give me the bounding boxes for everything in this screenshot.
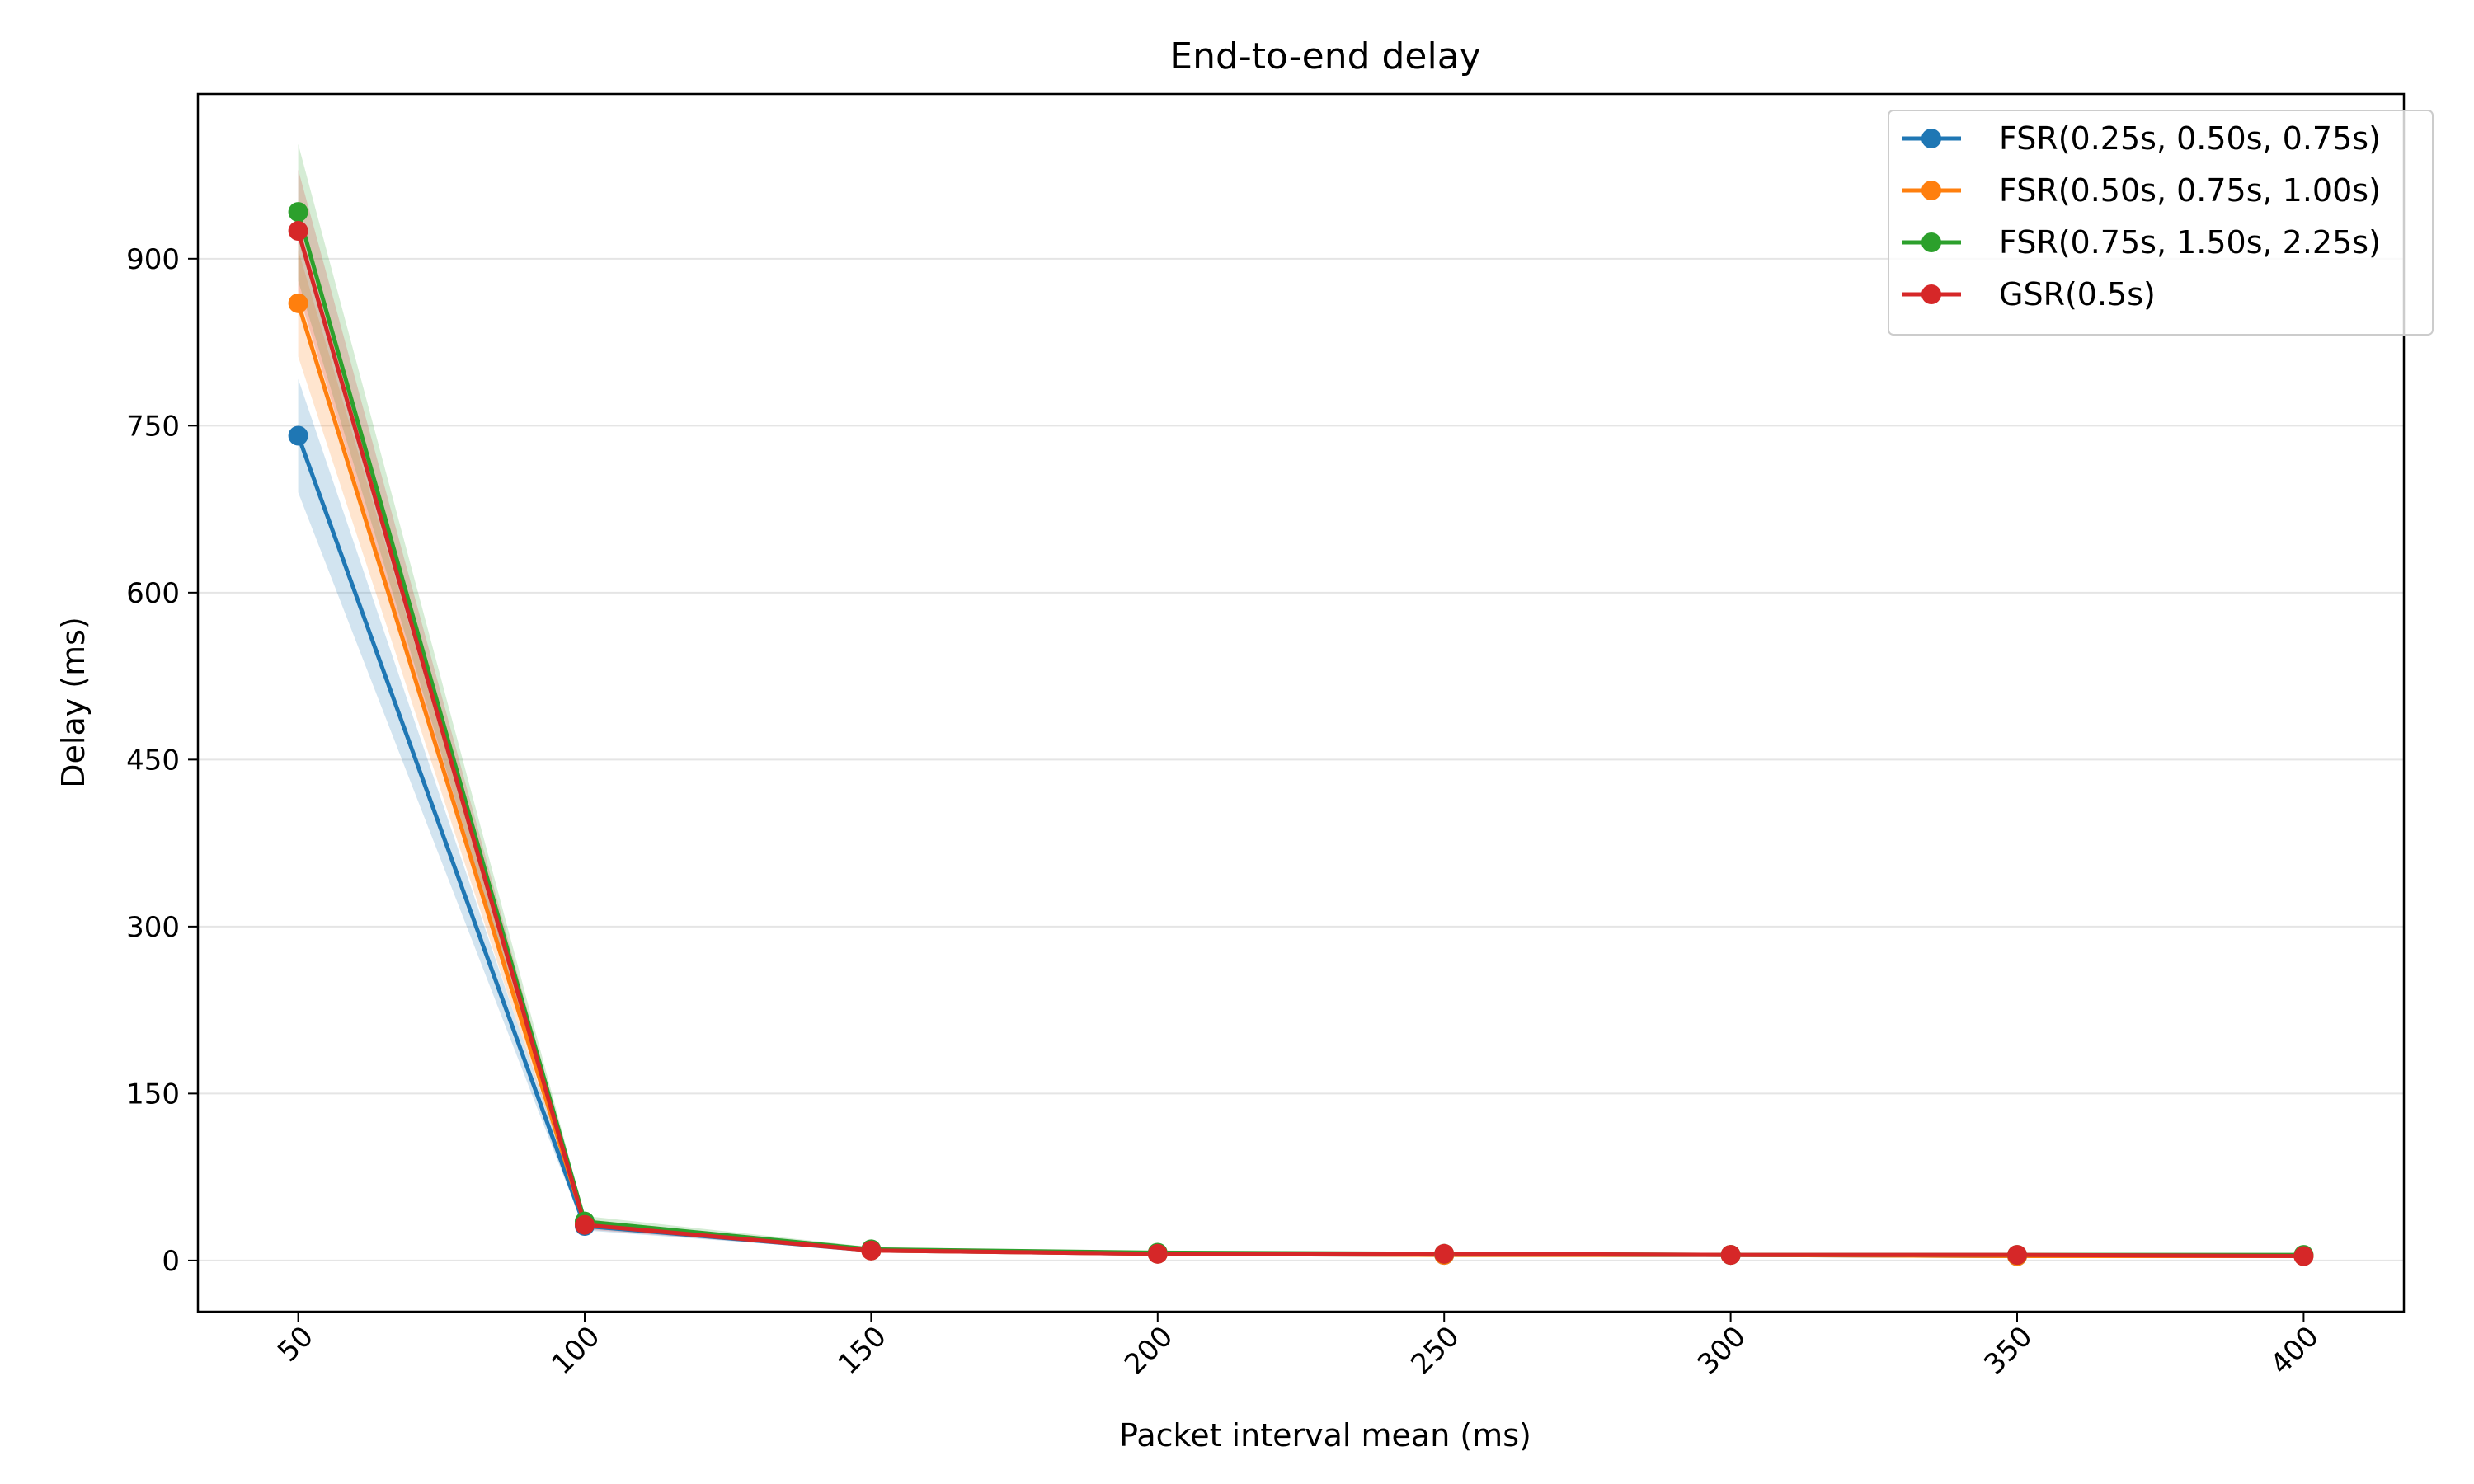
data-point bbox=[288, 293, 308, 313]
y-tick-label: 750 bbox=[126, 410, 180, 443]
data-point bbox=[861, 1240, 882, 1261]
y-tick-label: 450 bbox=[126, 744, 180, 777]
legend-label: FSR(0.75s, 1.50s, 2.25s) bbox=[1999, 224, 2381, 261]
legend-marker bbox=[1921, 232, 1941, 252]
data-point bbox=[288, 202, 308, 223]
data-point bbox=[288, 425, 308, 446]
y-tick-label: 600 bbox=[126, 577, 180, 610]
legend: FSR(0.25s, 0.50s, 0.75s) FSR(0.50s, 0.75s… bbox=[1888, 110, 2434, 336]
y-tick-label: 300 bbox=[126, 911, 180, 944]
chart-title: End-to-end delay bbox=[1169, 35, 1480, 77]
data-point bbox=[1720, 1245, 1741, 1266]
y-tick-label: 900 bbox=[126, 243, 180, 276]
data-point bbox=[1147, 1243, 1168, 1264]
x-axis-label: Packet interval mean (ms) bbox=[1119, 1417, 1531, 1453]
legend-label: FSR(0.50s, 0.75s, 1.00s) bbox=[1999, 172, 2381, 209]
legend-marker bbox=[1921, 284, 1941, 304]
data-point bbox=[574, 1214, 595, 1235]
data-point bbox=[1434, 1243, 1455, 1264]
series-line bbox=[296, 230, 2304, 1258]
series-lines bbox=[296, 211, 2304, 1258]
y-tick-label: 150 bbox=[126, 1078, 180, 1111]
data-point bbox=[2007, 1245, 2028, 1266]
data-point bbox=[2293, 1246, 2314, 1266]
legend-marker bbox=[1921, 181, 1941, 200]
y-axis-ticks: 0 150 300 450 600 750 900 bbox=[126, 243, 198, 1278]
legend-label: FSR(0.25s, 0.50s, 0.75s) bbox=[1999, 120, 2381, 157]
series-markers bbox=[288, 202, 2314, 1266]
legend-box bbox=[1888, 110, 2434, 336]
legend-label: GSR(0.5s) bbox=[1999, 276, 2156, 312]
data-point bbox=[288, 221, 308, 242]
legend-marker bbox=[1921, 129, 1941, 148]
y-axis-label: Delay (ms) bbox=[55, 617, 92, 788]
y-tick-label: 0 bbox=[162, 1245, 180, 1278]
plot-frame bbox=[196, 92, 2406, 1313]
